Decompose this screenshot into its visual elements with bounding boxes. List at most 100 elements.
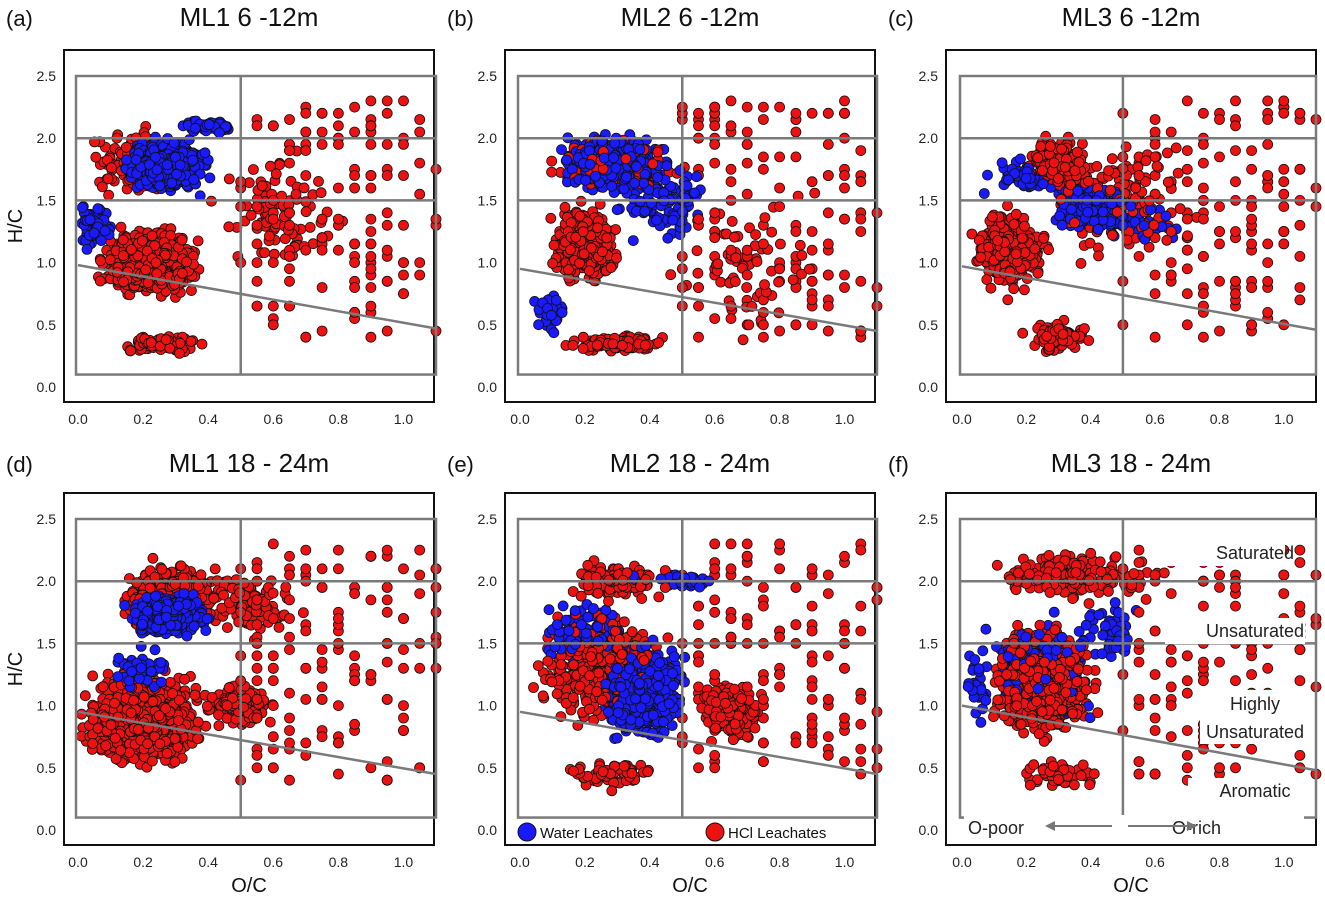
hcl-leachate-point — [317, 245, 327, 255]
hcl-leachate-point — [807, 276, 817, 286]
hcl-leachate-point — [775, 183, 785, 193]
hcl-leachate-point — [301, 207, 311, 217]
hcl-leachate-point — [716, 277, 726, 287]
hcl-leachate-point — [301, 245, 311, 255]
hcl-leachate-point — [268, 301, 278, 311]
hcl-leachate-point — [1263, 115, 1273, 125]
hcl-leachate-point — [1295, 108, 1305, 118]
hcl-leachate-point — [548, 258, 558, 268]
hcl-leachate-point — [268, 258, 278, 268]
hcl-leachate-point — [382, 139, 392, 149]
hcl-leachate-point — [742, 102, 752, 112]
hcl-leachate-point — [791, 108, 801, 118]
hcl-leachate-point — [264, 231, 274, 241]
hcl-leachate-point — [1182, 264, 1192, 274]
hcl-leachate-point — [1044, 245, 1054, 255]
water-leachate-point — [585, 159, 595, 169]
hcl-leachate-point — [791, 227, 801, 237]
hcl-leachate-point — [415, 158, 425, 168]
panel-1: 0.0 0.2 0.4 0.6 0.8 1.00.00.51.01.52.02.5(a) M… — [5, 2, 441, 427]
hcl-leachate-point — [1263, 171, 1273, 181]
hcl-leachate-point — [366, 121, 376, 131]
water-leachate-point — [1003, 175, 1013, 185]
x-tick-label: 0.6 — [1145, 411, 1165, 427]
hcl-leachate-point — [807, 245, 817, 255]
panel-letter: (a) — [6, 6, 33, 31]
hcl-leachate-point — [177, 268, 187, 278]
water-leachate-point — [205, 173, 215, 183]
hcl-leachate-point — [382, 96, 392, 106]
hcl-leachate-point — [1060, 162, 1070, 172]
hcl-leachate-point — [810, 188, 820, 198]
hcl-leachate-point — [1183, 231, 1193, 241]
hcl-leachate-point — [549, 240, 559, 250]
water-leachate-point — [172, 169, 182, 179]
hcl-leachate-point — [317, 127, 327, 137]
hcl-leachate-point — [285, 146, 295, 156]
hcl-leachate-point — [612, 253, 622, 263]
hcl-leachate-point — [96, 256, 106, 266]
hcl-leachate-point — [751, 230, 761, 240]
hcl-leachate-point — [742, 158, 752, 168]
hcl-leachate-point — [775, 326, 785, 336]
hcl-leachate-point — [1163, 177, 1173, 187]
y-tick-label: 0.5 — [37, 317, 57, 333]
hcl-leachate-point — [399, 220, 409, 230]
hcl-leachate-point — [807, 108, 817, 118]
water-leachate-point — [1038, 179, 1048, 189]
hcl-leachate-point — [1295, 283, 1305, 293]
water-leachate-point — [546, 310, 556, 320]
hcl-leachate-point — [333, 121, 343, 131]
hcl-leachate-point — [301, 171, 311, 181]
y-tick-label: 2.0 — [478, 130, 498, 146]
hcl-leachate-point — [1173, 168, 1183, 178]
y-tick-label: 1.0 — [37, 698, 57, 714]
hcl-leachate-point — [1231, 177, 1241, 187]
hcl-leachate-point — [1058, 329, 1068, 339]
water-leachate-point — [82, 244, 92, 254]
hcl-leachate-point — [1150, 289, 1160, 299]
hcl-leachate-point — [382, 171, 392, 181]
y-tick-label: 2.5 — [37, 511, 57, 527]
hcl-leachate-point — [1247, 164, 1257, 174]
hcl-leachate-point — [1166, 127, 1176, 137]
hcl-leachate-point — [1150, 332, 1160, 342]
hcl-leachate-point — [116, 222, 126, 232]
panel-letter: (b) — [447, 6, 474, 31]
hcl-leachate-point — [758, 164, 768, 174]
hcl-leachate-point — [1279, 189, 1289, 199]
hcl-leachate-point — [823, 239, 833, 249]
x-tick-label: 0.4 — [640, 411, 660, 427]
y-axis-label: H/C — [5, 209, 27, 243]
hcl-leachate-point — [807, 227, 817, 237]
water-leachate-point — [652, 215, 662, 225]
water-leachate-point — [599, 153, 609, 163]
hcl-leachate-point — [1215, 227, 1225, 237]
hcl-leachate-point — [1017, 233, 1027, 243]
hcl-leachate-point — [1182, 164, 1192, 174]
x-tick-label: 0.6 — [705, 411, 725, 427]
hcl-leachate-point — [710, 208, 720, 218]
water-leachate-point — [581, 175, 591, 185]
hcl-leachate-point — [1020, 221, 1030, 231]
panel-title: ML3 6 -12m — [1062, 2, 1201, 32]
hcl-leachate-point — [252, 121, 262, 131]
hcl-leachate-point — [791, 320, 801, 330]
hcl-leachate-point — [592, 340, 602, 350]
hcl-leachate-point — [730, 277, 740, 287]
hcl-leachate-point — [694, 283, 704, 293]
hcl-leachate-point — [758, 115, 768, 125]
hcl-leachate-point — [1057, 144, 1067, 154]
hcl-leachate-point — [710, 102, 720, 112]
hcl-leachate-point — [1198, 332, 1208, 342]
x-tick-label: 0.6 — [264, 854, 284, 870]
hcl-leachate-point — [840, 96, 850, 106]
hcl-leachate-point — [1295, 220, 1305, 230]
hcl-leachate-point — [317, 108, 327, 118]
hcl-leachate-point — [758, 239, 768, 249]
water-leachate-point — [997, 158, 1007, 168]
hcl-leachate-point — [742, 270, 752, 280]
hcl-leachate-point — [399, 289, 409, 299]
hcl-leachate-point — [1131, 183, 1141, 193]
hcl-leachate-point — [840, 214, 850, 224]
